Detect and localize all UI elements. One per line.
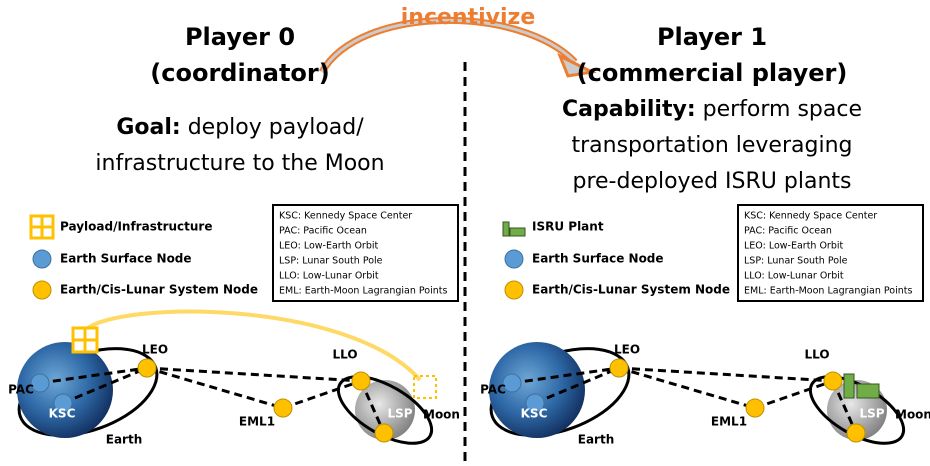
abbreviation: LEO: Low-Earth Orbit	[744, 241, 844, 252]
legend-label: ISRU Plant	[532, 220, 604, 234]
node-label: KSC	[521, 407, 548, 421]
node-label: Moon	[895, 408, 930, 422]
node-label: Earth	[106, 433, 143, 447]
description-line: transportation leveraging	[572, 133, 853, 158]
payload-grid	[31, 216, 53, 238]
legend-system-node	[33, 281, 51, 299]
edge	[147, 368, 283, 408]
legend-label: Earth Surface Node	[532, 252, 664, 266]
abbreviation: EML: Earth-Moon Lagrangian Points	[279, 286, 447, 297]
abbreviation: KSC: Kennedy Space Center	[744, 211, 877, 222]
node-label: LSP	[387, 407, 412, 421]
system-node	[746, 399, 764, 417]
node-label: Earth	[578, 433, 615, 447]
player-role: (coordinator)	[150, 59, 329, 87]
description-line: Capability: perform space	[562, 97, 862, 122]
legend-label: Earth Surface Node	[60, 252, 192, 266]
edge	[619, 368, 833, 381]
description-text: perform space	[703, 97, 862, 122]
node-label: LSP	[859, 407, 884, 421]
isru-icon	[510, 228, 525, 236]
edge	[755, 381, 833, 408]
node-label: Moon	[423, 408, 460, 422]
isru-plant	[857, 384, 879, 398]
abbreviation: LEO: Low-Earth Orbit	[279, 241, 379, 252]
system-node	[847, 424, 865, 442]
abbreviation: LSP: Lunar South Pole	[279, 256, 383, 267]
node-label: LLO	[804, 348, 829, 362]
legend-label: Earth/Cis-Lunar System Node	[60, 283, 258, 297]
edge	[619, 368, 755, 408]
legend-surface-node	[505, 250, 523, 268]
abbreviation: KSC: Kennedy Space Center	[279, 211, 412, 222]
system-node	[352, 372, 370, 390]
legend-surface-node	[33, 250, 51, 268]
description-line: infrastructure to the Moon	[95, 151, 384, 176]
description-label: Capability:	[562, 97, 696, 122]
description-text: deploy payload/	[188, 115, 365, 140]
abbreviation: PAC: Pacific Ocean	[744, 226, 832, 237]
node-label: EML1	[711, 415, 747, 429]
description-label: Goal:	[116, 115, 180, 140]
node-label: EML1	[239, 415, 275, 429]
incentive-label: incentivize	[401, 5, 536, 30]
node-label: PAC	[8, 383, 34, 397]
diagram: incentivize Player 0 (coordinator) Goal: de…	[0, 0, 930, 466]
player-role: (commercial player)	[577, 59, 848, 87]
system-node	[274, 399, 292, 417]
node-label: KSC	[49, 407, 76, 421]
system-node	[824, 372, 842, 390]
abbreviation: EML: Earth-Moon Lagrangian Points	[744, 286, 912, 297]
edge	[147, 368, 361, 381]
description-text: pre-deployed ISRU plants	[573, 169, 852, 194]
isru-plant	[844, 374, 854, 398]
player-title: Player 0	[185, 23, 295, 51]
system-node	[610, 359, 628, 377]
edge	[283, 381, 361, 408]
abbreviation: LLO: Low-Lunar Orbit	[279, 271, 379, 282]
node-label: LEO	[142, 343, 168, 357]
player-panel: Player 0 (coordinator) Goal: deploy payload…	[7, 23, 460, 457]
description-line: pre-deployed ISRU plants	[573, 169, 852, 194]
description-text: transportation leveraging	[572, 133, 853, 158]
isru-icon	[503, 222, 509, 236]
legend-label: Payload/Infrastructure	[60, 220, 212, 234]
abbreviation: LLO: Low-Lunar Orbit	[744, 271, 844, 282]
node-label: LEO	[614, 343, 640, 357]
legend-label: Earth/Cis-Lunar System Node	[532, 283, 730, 297]
legend-system-node	[505, 281, 523, 299]
node-label: LLO	[332, 348, 357, 362]
abbreviation: PAC: Pacific Ocean	[279, 226, 367, 237]
node-label: PAC	[480, 383, 506, 397]
player-title: Player 1	[657, 23, 767, 51]
abbreviation: LSP: Lunar South Pole	[744, 256, 848, 267]
system-node	[138, 359, 156, 377]
system-node	[375, 424, 393, 442]
description-text: infrastructure to the Moon	[95, 151, 384, 176]
description-line: Goal: deploy payload/	[116, 115, 364, 140]
player-panel: Player 1 (commercial player) Capability: pe…	[479, 23, 930, 457]
